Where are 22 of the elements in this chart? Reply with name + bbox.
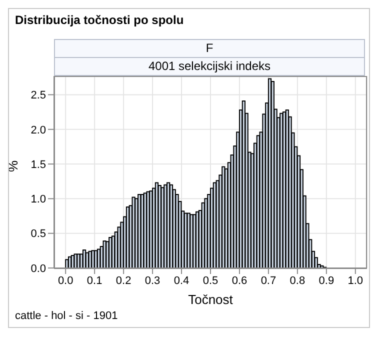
x-tick-label: 0.6 [232, 274, 248, 287]
x-tick-label: 0.7 [260, 274, 276, 287]
x-tick-label: 0.3 [144, 274, 160, 287]
x-tick-label: 1.0 [348, 274, 364, 287]
x-tick-label: 0.2 [116, 274, 132, 287]
y-tick-label: 1.0 [30, 194, 46, 206]
x-tick-label: 0.0 [58, 274, 74, 287]
x-tick-label: 0.5 [202, 274, 218, 287]
x-tick-label: 0.1 [86, 274, 102, 287]
x-tick-label: 0.8 [290, 274, 306, 287]
text: cattle - hol - si - 1901 [14, 309, 119, 324]
y-tick-label: 2.0 [30, 124, 46, 136]
y-tick-label: 1.5 [30, 158, 46, 171]
x-tick-label: 0.4 [174, 274, 190, 287]
y-tick-label: 2.5 [30, 90, 46, 102]
y-tick-label: 0.0 [30, 262, 46, 275]
chart-subtitle: F [54, 39, 365, 58]
y-tick-label: 0.5 [30, 228, 46, 240]
chart-title: Distribucija točnosti po spolu [14, 12, 185, 29]
x-axis-title: Točnost [188, 292, 234, 307]
text: 4001 selekcijski indeks [54, 58, 365, 76]
x-tick-label: 0.9 [318, 274, 334, 287]
